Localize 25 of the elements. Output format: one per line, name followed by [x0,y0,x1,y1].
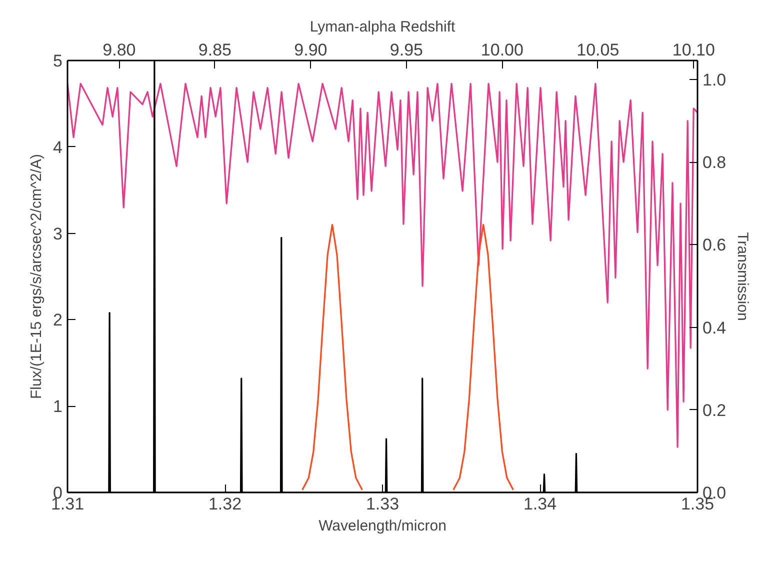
x-tick-label: 1.33 [366,494,400,514]
y2-tick-label: 0.4 [702,318,726,338]
y-tick-label: 4 [53,138,63,157]
y-tick-label: 1 [53,397,63,416]
x2-tick-label: 9.85 [198,40,232,60]
x2-tick-label: 10.10 [672,40,715,60]
y2-tick-label: 0.8 [702,153,726,172]
x-axis-title: Wavelength/micron [318,518,446,534]
x2-tick-label: 10.05 [576,40,620,60]
x-tick-label: 1.34 [523,494,557,514]
y2-tick-label: 1.0 [702,70,726,90]
y-tick-label: 2 [53,310,63,330]
x-tick-label: 1.32 [208,494,242,514]
y-axis-title: Flux/(1E-15 ergs/s/arcsec^2/cm^2/A) [28,154,46,399]
y2-axis-title: Transmission [734,232,752,321]
x2-tick-label: 9.90 [294,40,328,60]
line-series [68,82,698,448]
x2-axis-title: Lyman-alpha Redshift [310,18,456,36]
x2-tick-label: 9.80 [102,40,136,60]
x2-tick-label: 9.95 [390,40,423,60]
y2-tick-label: 0.6 [702,236,726,255]
y-tick-label: 5 [53,52,63,70]
x2-tick-label: 10.00 [480,40,524,60]
y-tick-label: 3 [53,224,63,244]
y2-tick-label: 0.2 [702,400,726,420]
